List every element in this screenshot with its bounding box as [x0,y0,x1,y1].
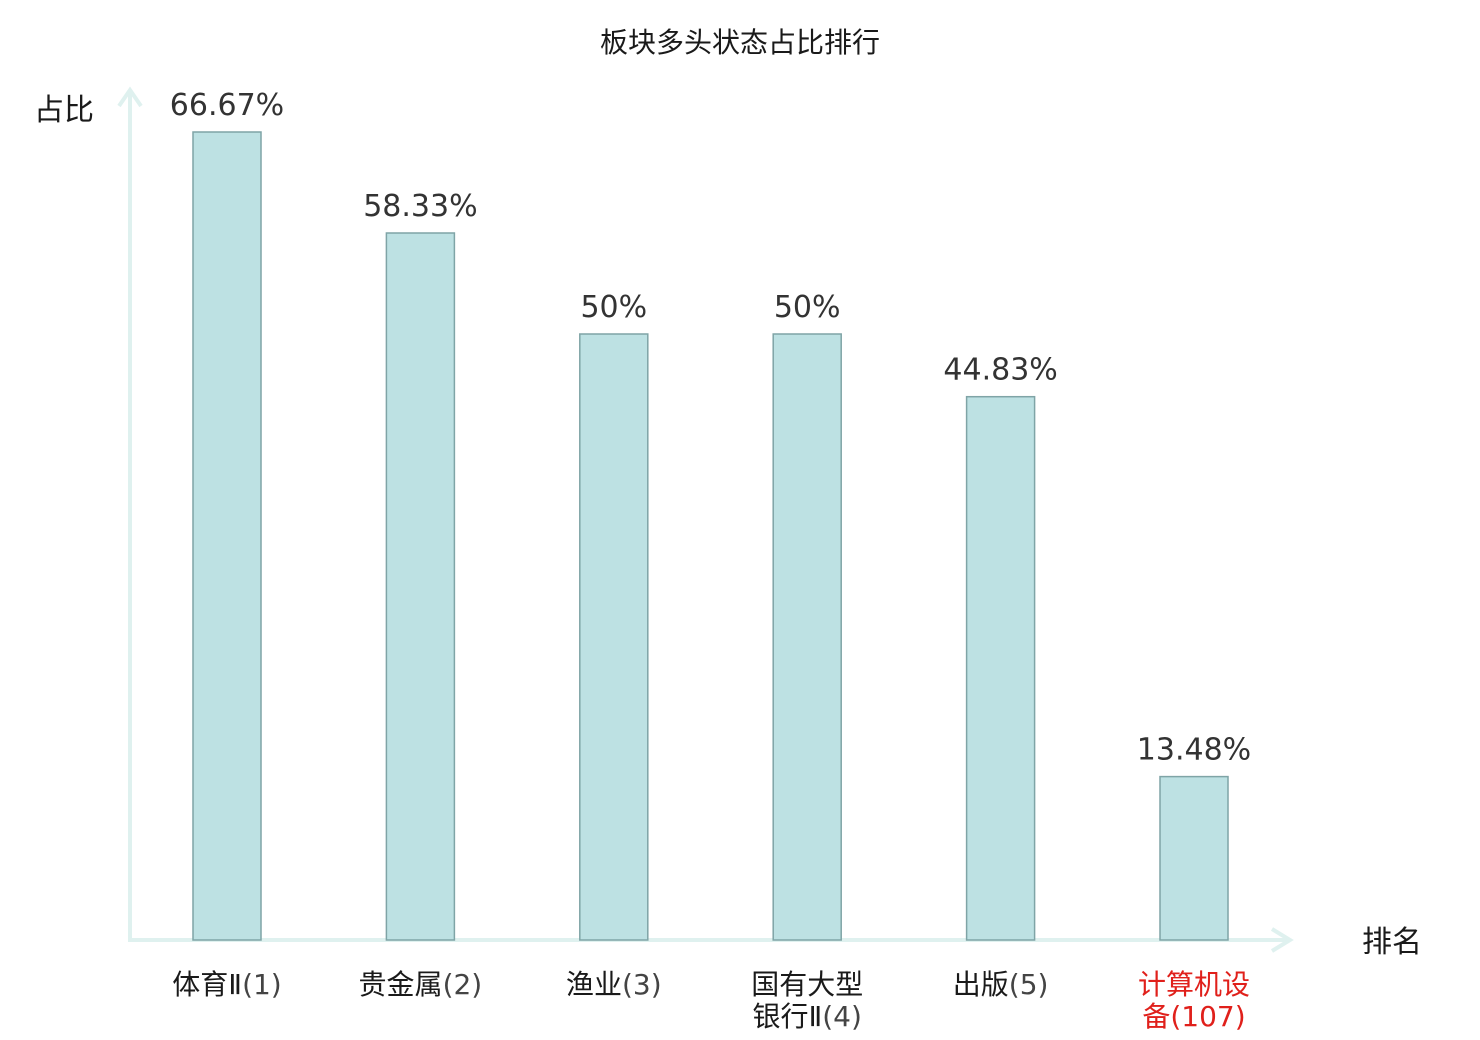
chart-title: 板块多头状态占比排行 [600,26,880,59]
value-label-5: 44.83% [943,353,1057,388]
category-label-6: 备(107) [1142,1000,1245,1033]
category-rank: (3) [622,968,662,1001]
category-label-5: 出版(5) [953,968,1049,1001]
category-name: 贵金属 [359,968,443,1001]
bar-6 [1159,775,1229,941]
value-label-1: 66.67% [170,88,284,123]
y-axis-arrow [117,86,143,108]
value-label-6: 13.48% [1137,733,1251,768]
bar-1 [192,131,262,941]
category-rank: (2) [443,968,483,1001]
category-label-2: 贵金属(2) [359,968,483,1001]
category-name: 备 [1142,1000,1170,1033]
x-axis-arrow [1270,927,1294,953]
category-name: 计算机设 [1138,968,1250,1001]
category-name: 体育Ⅱ [172,968,242,1001]
value-label-3: 50% [580,290,647,325]
category-label-4: 国有大型 [751,968,863,1001]
category-rank: (1) [242,968,282,1001]
category-label-6: 计算机设 [1138,968,1250,1001]
category-label-3: 渔业(3) [566,968,662,1001]
x-axis-label: 排名 [1362,925,1422,960]
bar-3 [579,333,649,941]
value-labels-group: 66.67% 58.33% 50% 50% 44.83% 13.48% [170,88,1251,768]
category-name: 渔业 [566,968,622,1001]
category-rank: (107) [1170,1000,1245,1033]
category-name: 国有大型 [751,968,863,1001]
bar-4 [772,333,842,941]
bar-2 [385,232,456,941]
category-label-1: 体育Ⅱ(1) [172,968,281,1001]
bars-group [192,131,1229,941]
category-name: 出版 [953,968,1009,1001]
bar-5 [965,395,1036,941]
category-label-4: 银行Ⅱ(4) [752,1000,861,1033]
y-axis-label: 占比 [34,93,94,128]
value-label-4: 50% [774,290,841,325]
category-rank: (5) [1009,968,1049,1001]
value-label-2: 58.33% [363,189,477,224]
category-name: 银行Ⅱ [752,1000,822,1033]
category-rank: (4) [822,1000,862,1033]
